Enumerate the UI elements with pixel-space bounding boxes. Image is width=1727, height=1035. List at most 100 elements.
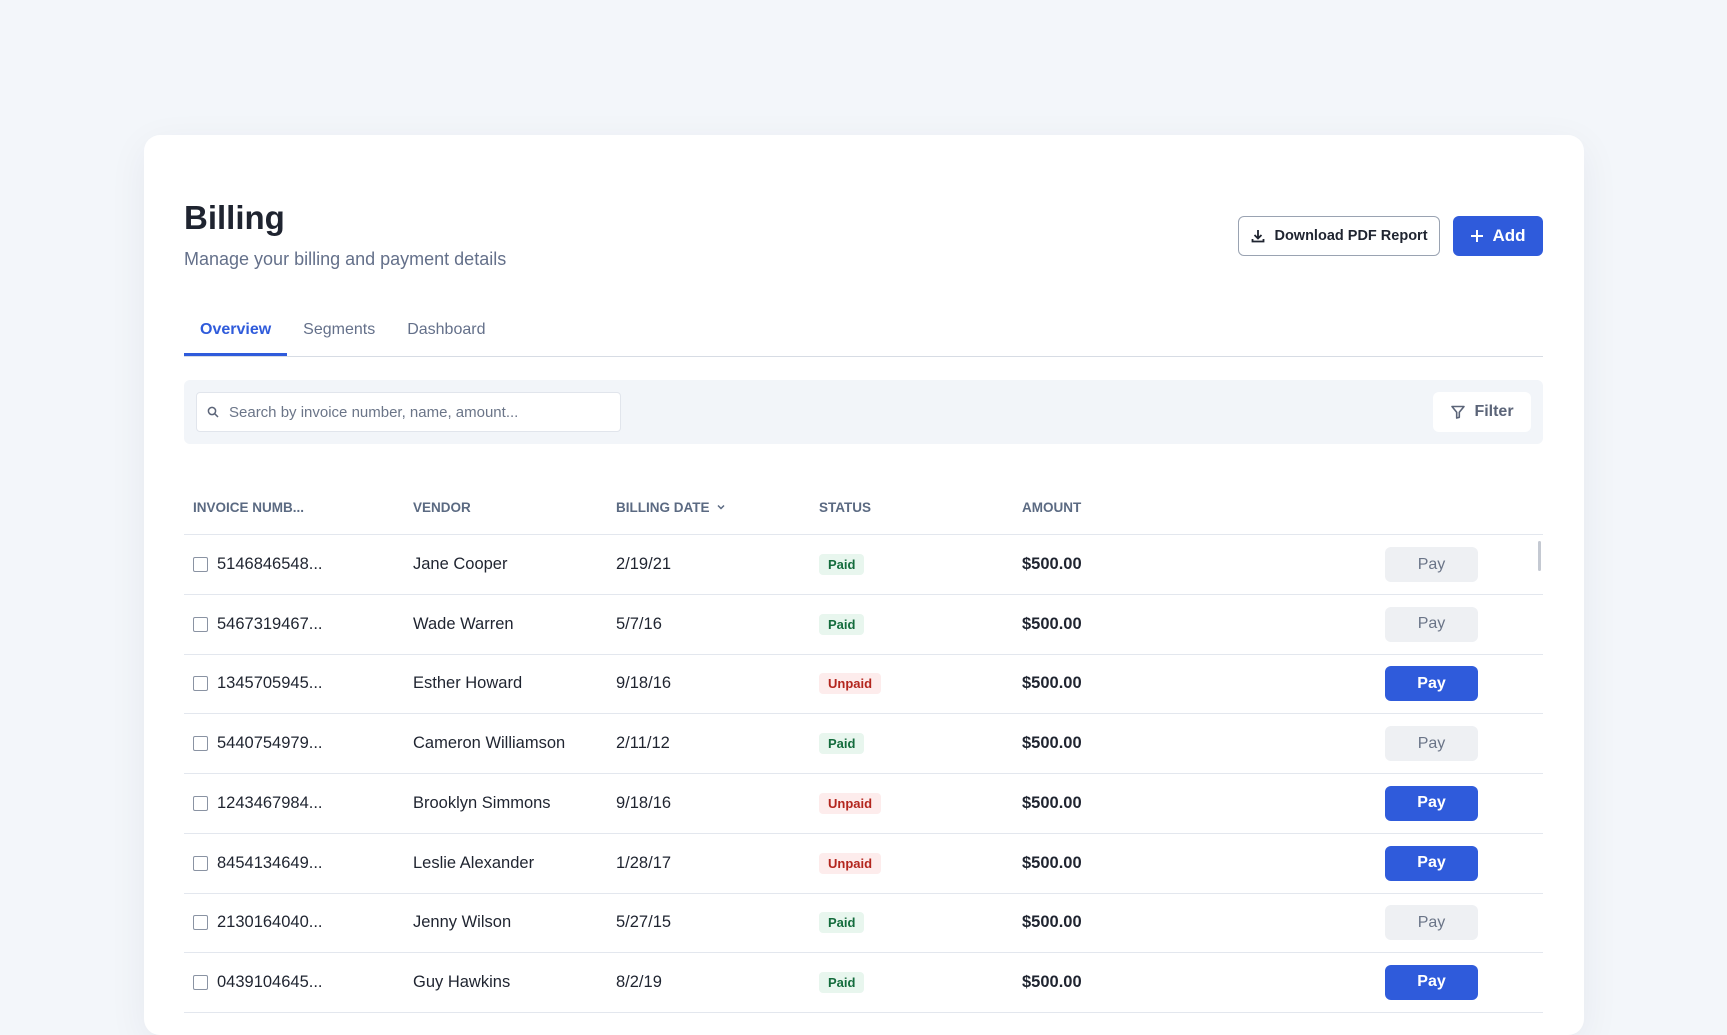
search-input[interactable]: Search by invoice number, name, amount..… xyxy=(196,392,621,432)
invoice-cell: 5440754979... xyxy=(193,714,323,773)
column-header: STATUS xyxy=(819,480,871,534)
status-cell: Unpaid xyxy=(819,774,882,833)
date: 8/2/19 xyxy=(616,972,662,991)
filter-button[interactable]: Filter xyxy=(1433,392,1531,432)
row-checkbox[interactable] xyxy=(193,855,208,871)
column-label: VENDOR xyxy=(413,499,471,515)
row-checkbox[interactable] xyxy=(193,676,208,692)
row-checkbox[interactable] xyxy=(193,915,208,931)
invoice-cell: 1345705945... xyxy=(193,654,323,713)
vendor-cell: Jane Cooper xyxy=(413,535,507,594)
pay-button: Pay xyxy=(1385,547,1478,582)
column-label: AMOUNT xyxy=(1022,499,1082,515)
tab[interactable]: Overview xyxy=(184,321,288,356)
invoice-cell: 5467319467... xyxy=(193,595,323,654)
status-badge: Paid xyxy=(819,554,865,575)
date-cell: 5/27/15 xyxy=(616,893,671,952)
date: 9/18/16 xyxy=(616,793,672,812)
amount-cell: $500.00 xyxy=(1022,893,1082,952)
date-cell: 1/28/17 xyxy=(616,834,671,893)
pay-button[interactable]: Pay xyxy=(1385,845,1478,881)
page-title: Billing xyxy=(184,199,285,236)
amount-cell: $500.00 xyxy=(1022,654,1082,713)
row-checkbox[interactable] xyxy=(193,736,208,752)
status-badge: Paid xyxy=(819,971,865,993)
amount-cell: $500.00 xyxy=(1022,595,1082,654)
vendor-cell: Guy Hawkins xyxy=(413,953,510,1012)
date: 5/27/15 xyxy=(616,913,672,932)
vendor: Brooklyn Simmons xyxy=(413,793,551,812)
amount: $500.00 xyxy=(1022,734,1082,753)
amount: $500.00 xyxy=(1022,555,1082,573)
row-checkbox[interactable] xyxy=(193,795,208,811)
amount-cell: $500.00 xyxy=(1022,953,1082,1012)
amount-cell: $500.00 xyxy=(1022,834,1082,893)
amount: $500.00 xyxy=(1022,614,1082,633)
add-button[interactable]: Add xyxy=(1453,216,1543,256)
status-cell: Paid xyxy=(819,595,865,654)
invoice-number: 8454134649... xyxy=(217,853,323,872)
invoice-number: 5467319467... xyxy=(217,614,323,633)
download-button[interactable]: Download PDF Report xyxy=(1238,216,1440,256)
table-row: 1345705945... Esther Howard 9/18/16 Unpaid $… xyxy=(184,654,1543,715)
tab[interactable]: Segments xyxy=(303,321,376,338)
status-badge: Paid xyxy=(819,613,865,635)
table-row: 5146846548... Jane Cooper 2/19/21 Paid $500.… xyxy=(184,535,1543,595)
date-cell: 8/2/19 xyxy=(616,953,662,1012)
date-cell: 5/7/16 xyxy=(616,595,662,654)
date: 1/28/17 xyxy=(616,853,672,872)
table-row: 0439104645... Guy Hawkins 8/2/19 Paid $500.0… xyxy=(184,953,1543,1013)
filter-icon xyxy=(1451,405,1466,419)
amount: $500.00 xyxy=(1022,972,1082,991)
invoice-number: 1345705945... xyxy=(217,674,323,693)
row-checkbox[interactable] xyxy=(193,616,208,632)
date: 2/11/12 xyxy=(616,734,670,753)
pay-button[interactable]: Pay xyxy=(1385,785,1478,821)
column-header: VENDOR xyxy=(413,480,471,534)
invoice-cell: 1243467984... xyxy=(193,774,323,833)
tab[interactable]: Dashboard xyxy=(407,321,486,338)
vendor: Esther Howard xyxy=(413,674,523,693)
status-badge: Unpaid xyxy=(819,852,882,874)
invoice-cell: 0439104645... xyxy=(193,953,323,1012)
table-header: INVOICE NUMB... VENDOR BILLING DATE STATUS A… xyxy=(184,480,1543,535)
date-cell: 2/11/12 xyxy=(616,714,670,773)
vendor-cell: Jenny Wilson xyxy=(413,893,511,952)
date-cell: 2/19/21 xyxy=(616,535,671,594)
row-checkbox[interactable] xyxy=(193,557,208,572)
vendor: Cameron Williamson xyxy=(413,734,566,753)
download-icon xyxy=(1252,230,1265,243)
pay-button: Pay xyxy=(1385,606,1478,642)
vendor: Leslie Alexander xyxy=(413,853,535,872)
table-row: 5440754979... Cameron Williamson 2/11/12 Pa… xyxy=(184,714,1543,775)
amount-cell: $500.00 xyxy=(1022,714,1082,773)
amount-cell: $500.00 xyxy=(1022,774,1082,833)
billing-card: Billing Manage your billing and payment … xyxy=(144,135,1584,1035)
status-cell: Paid xyxy=(819,893,865,952)
pay-button: Pay xyxy=(1385,905,1478,941)
status-badge: Unpaid xyxy=(819,792,882,814)
search-placeholder: Search by invoice number, name, amount..… xyxy=(229,403,519,421)
status-badge: Unpaid xyxy=(819,673,882,695)
download-label: Download PDF Report xyxy=(1274,228,1428,244)
date: 5/7/16 xyxy=(616,614,662,633)
row-checkbox[interactable] xyxy=(193,974,208,990)
pay-button[interactable]: Pay xyxy=(1385,964,1478,1000)
column-header[interactable]: BILLING DATE xyxy=(616,480,726,534)
toolbar: Search by invoice number, name, amount..… xyxy=(184,380,1543,444)
invoice-number: 1243467984... xyxy=(217,793,323,812)
pay-button[interactable]: Pay xyxy=(1385,666,1478,702)
amount: $500.00 xyxy=(1022,913,1082,932)
table-row: 5467319467... Wade Warren 5/7/16 Paid $500.0… xyxy=(184,595,1543,655)
vendor-cell: Brooklyn Simmons xyxy=(413,774,551,833)
search-icon xyxy=(207,406,219,418)
amount: $500.00 xyxy=(1022,674,1082,693)
amount-cell: $500.00 xyxy=(1022,535,1082,594)
amount: $500.00 xyxy=(1022,853,1082,872)
table-row: 8454134649... Leslie Alexander 1/28/17 Unpa… xyxy=(184,834,1543,894)
status-cell: Paid xyxy=(819,714,865,773)
invoice-cell: 8454134649... xyxy=(193,834,323,893)
date-cell: 9/18/16 xyxy=(616,654,671,713)
invoice-cell: 5146846548... xyxy=(193,535,323,594)
